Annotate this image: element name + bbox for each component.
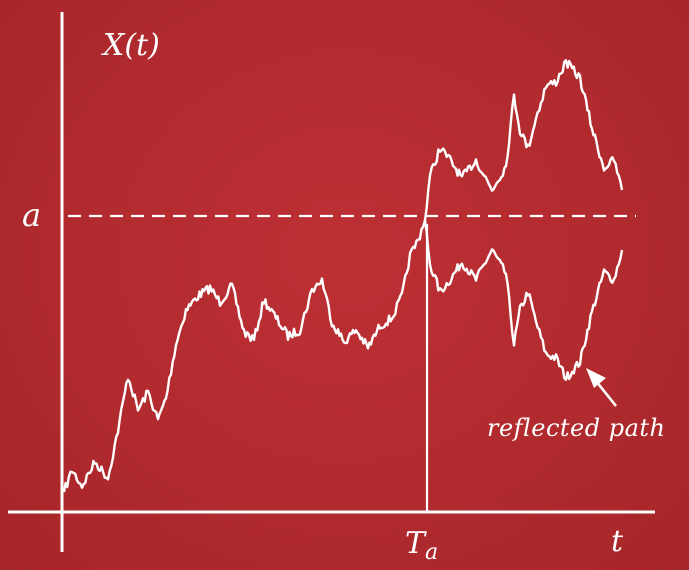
reflected-path (423, 219, 624, 381)
hitting-time-subscript: a (425, 540, 439, 565)
hitting-time-main: T (405, 526, 426, 561)
reflected-path-label: reflected path (487, 414, 666, 442)
x-axis-label: t (611, 524, 624, 559)
y-axis-label: X(t) (103, 28, 160, 63)
level-a-label: a (22, 196, 42, 234)
hitting-time-label: Ta (405, 526, 438, 565)
brownian-path-after-hitting (423, 59, 624, 221)
brownian-path-before-hitting (62, 219, 427, 493)
reflected-path-arrow (586, 368, 618, 407)
